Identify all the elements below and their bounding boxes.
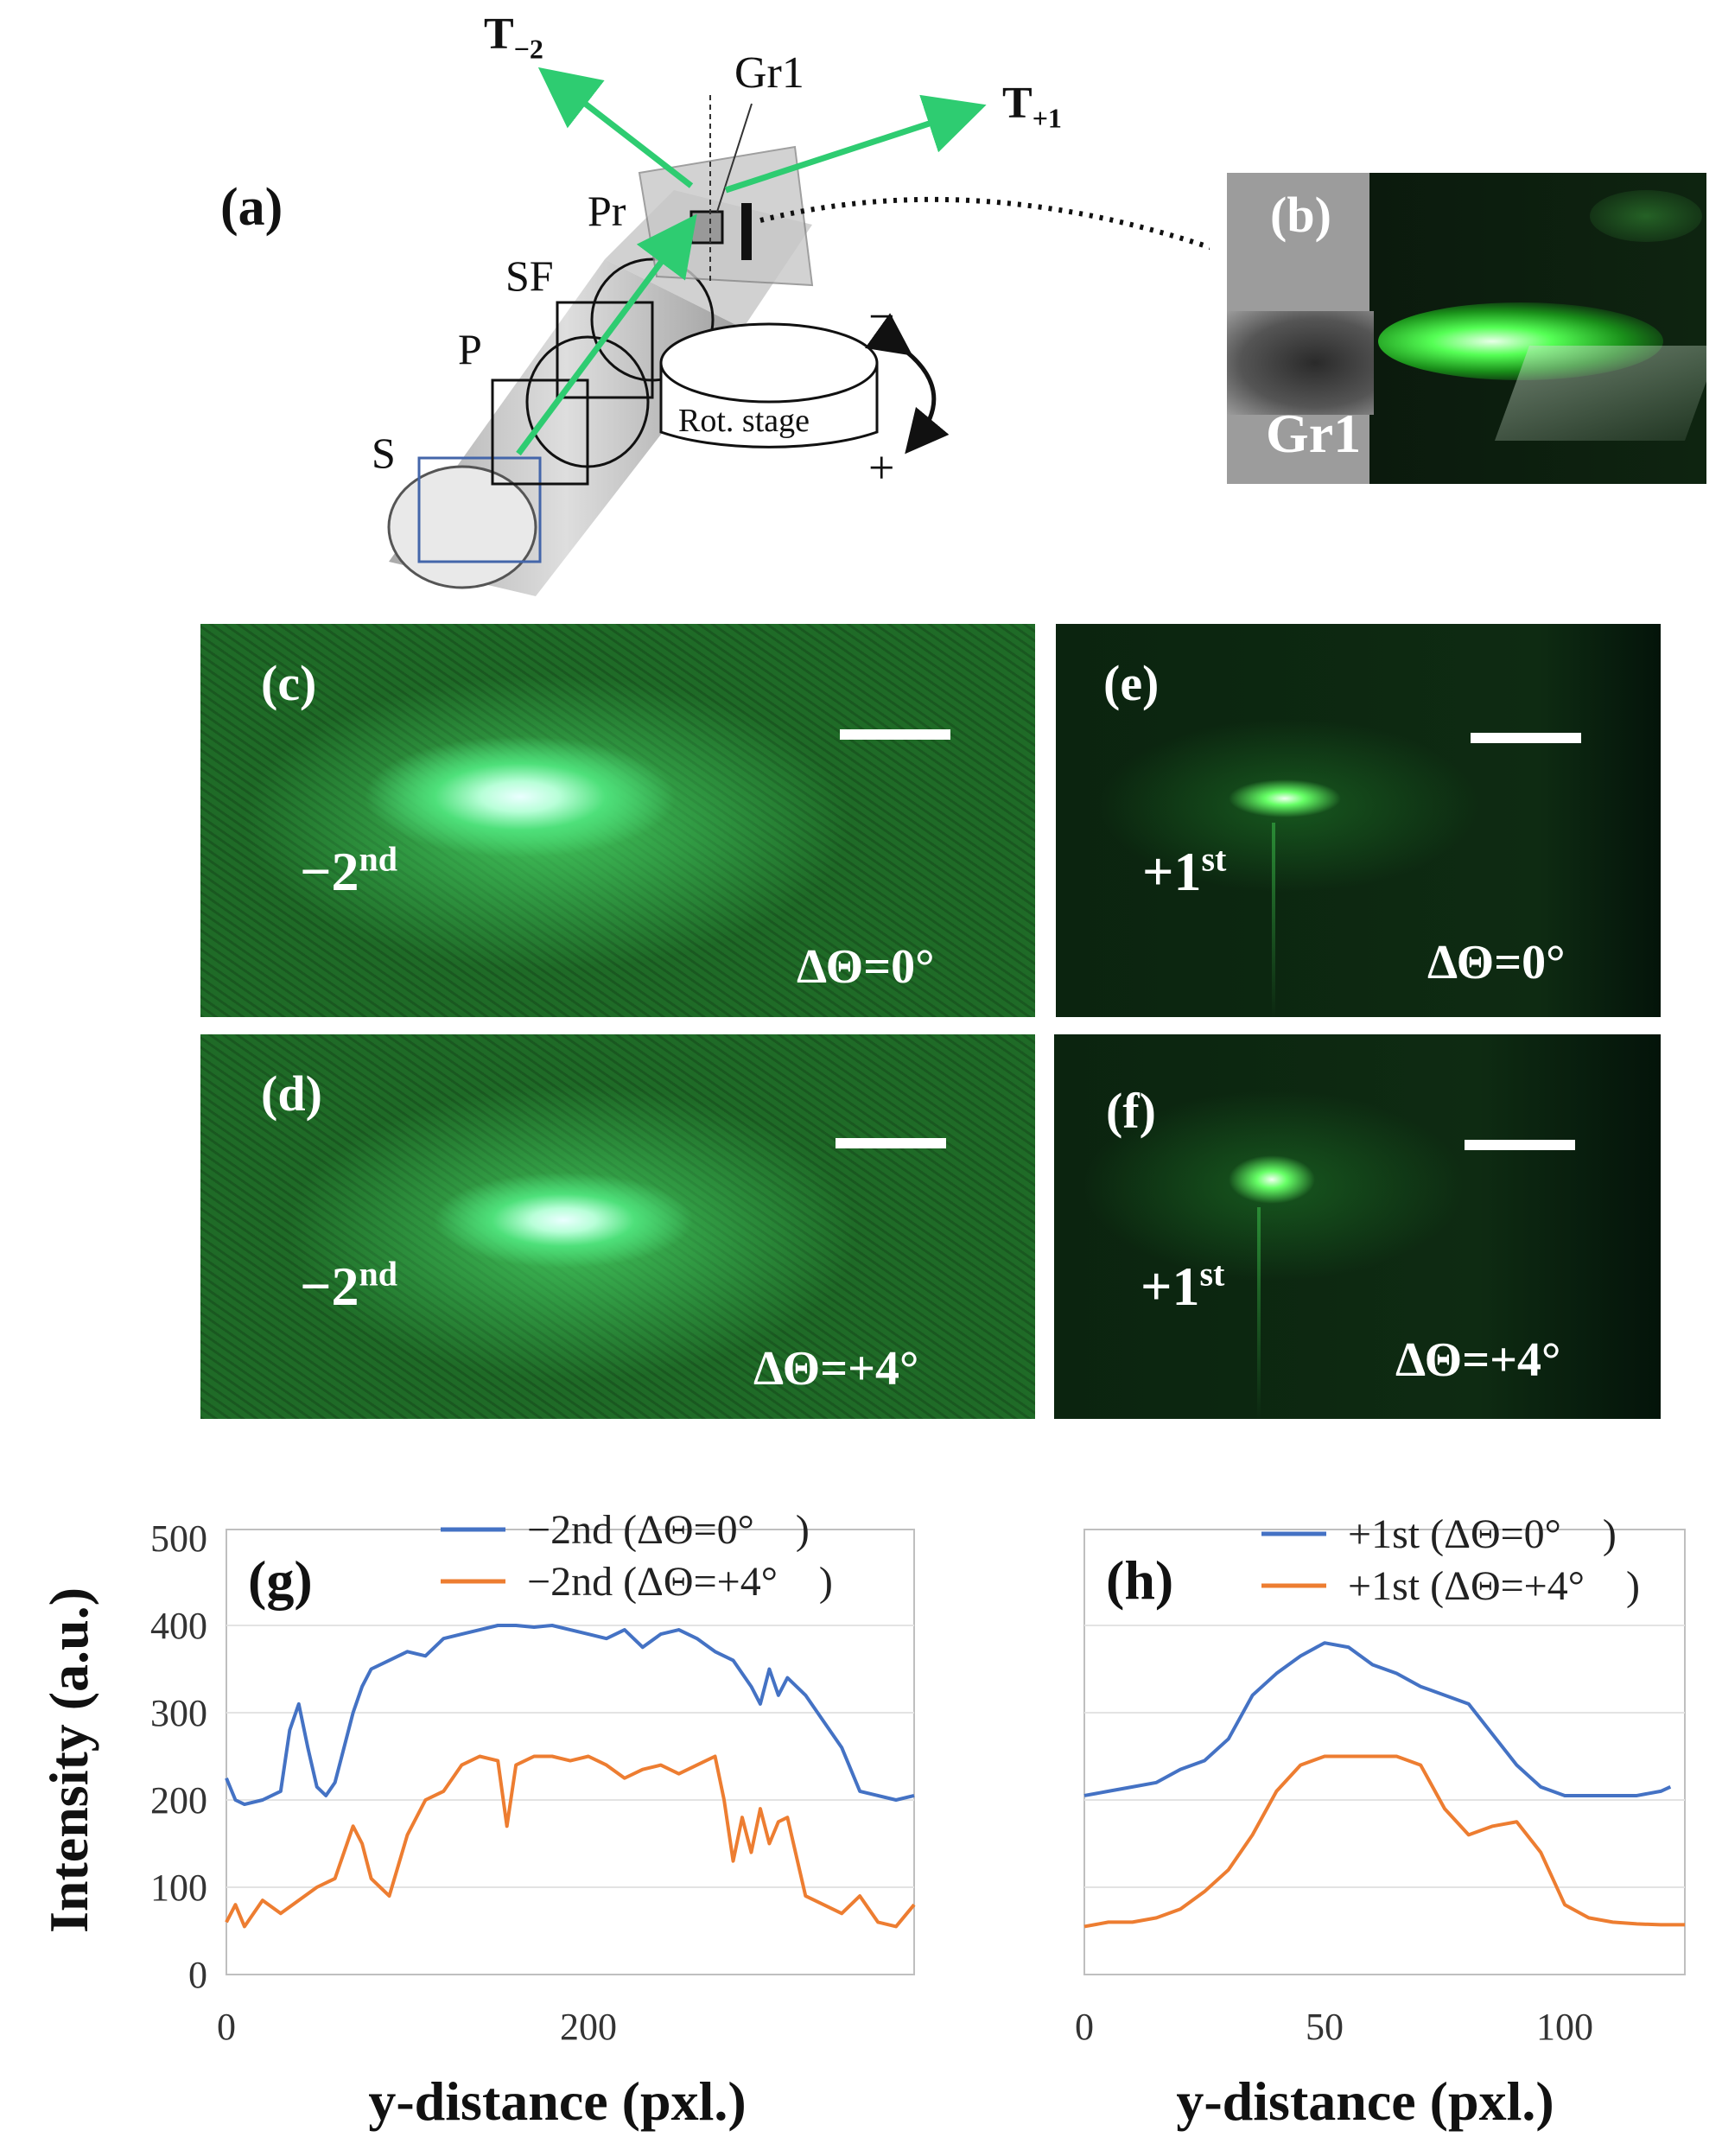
series-line-g-1: [225, 1624, 915, 1807]
y-tick-label: 500: [150, 1517, 207, 1560]
panel-label-h: (h): [1106, 1549, 1173, 1611]
panel-label-e: (e): [1103, 655, 1160, 711]
legend-label-g-1: −2nd (ΔΘ=0° ): [527, 1507, 810, 1553]
angle-label-f: ΔΘ=+4°: [1395, 1333, 1561, 1387]
x-tick-label: 50: [1306, 2006, 1344, 2048]
label-sf: SF: [505, 251, 554, 300]
panel-label-g: (g): [248, 1549, 313, 1611]
beam-t-plus1: [724, 94, 987, 194]
zoom-arrow: [759, 196, 1384, 321]
rotation-stage: [659, 313, 950, 455]
label-rot-stage: Rot. stage: [678, 403, 810, 439]
label-gr1: Gr1: [734, 48, 804, 98]
photo-f: (f) +1st ΔΘ=+4°: [1054, 1034, 1661, 1419]
legend-label-h-1: +1st (ΔΘ=0° ): [1348, 1511, 1617, 1557]
photo-d: (d) −2nd ΔΘ=+4°: [200, 1034, 1035, 1419]
angle-label-c: ΔΘ=0°: [797, 940, 935, 994]
y-tick-label: 400: [150, 1605, 207, 1647]
incident-beam: [516, 213, 697, 456]
label-p: P: [458, 325, 482, 373]
order-label-e: +1st: [1142, 839, 1227, 902]
y-axis-title-g: Intensity (a.u.): [38, 1587, 99, 1934]
x-axis-title-h: y-distance (pxl.): [1176, 2070, 1554, 2132]
order-label-d: −2nd: [300, 1254, 397, 1317]
label-s: S: [372, 429, 396, 477]
beam-label-t-minus2: T−2: [484, 10, 543, 65]
panel-label-d: (d): [261, 1065, 322, 1122]
x-tick-label: 0: [1075, 2006, 1094, 2048]
beam-label-t-plus1: T+1: [1002, 79, 1062, 134]
scale-bar-f: [1465, 1140, 1575, 1150]
angle-label-e: ΔΘ=0°: [1427, 936, 1566, 989]
angle-label-d: ΔΘ=+4°: [753, 1342, 919, 1396]
y-tick-label: 300: [150, 1692, 207, 1734]
panel-b-photo: (b) Gr1: [1227, 173, 1706, 484]
plot-frame-g: [226, 1529, 915, 1975]
series-line-h-1: [1083, 1641, 1672, 1797]
photo-e: (e) +1st ΔΘ=0°: [1056, 624, 1661, 1017]
setup-schematic: [387, 67, 1384, 596]
beam-t-minus2: [537, 67, 694, 188]
scale-bar-c: [840, 729, 950, 740]
legend-label-h-2: +1st (ΔΘ=+4° ): [1348, 1563, 1640, 1609]
x-tick-label: 200: [560, 2006, 617, 2048]
legend-label-g-2: −2nd (ΔΘ=+4° ): [527, 1559, 833, 1605]
s-filter: [417, 456, 542, 563]
x-tick-label: 0: [217, 2006, 236, 2048]
panel-a: (a) T−2 T+1 Gr1 Pr SF P S Rot. stage − +: [0, 0, 1384, 605]
panel-label-c: (c): [261, 655, 317, 711]
panel-label-b: (b): [1270, 187, 1331, 243]
label-minus: −: [868, 290, 895, 342]
scale-bar-e: [1471, 733, 1581, 743]
series-line-g-2: [225, 1754, 916, 1929]
plot-frame-h: [1083, 1529, 1686, 1975]
panel-label-a: (a): [220, 178, 283, 237]
series-line-h-2: [1083, 1754, 1685, 1929]
order-label-c: −2nd: [300, 839, 397, 902]
y-tick-label: 200: [150, 1779, 207, 1822]
scale-bar-d: [836, 1138, 946, 1148]
grating-gr1: [689, 210, 724, 245]
panel-label-f: (f): [1106, 1083, 1156, 1139]
label-pr: Pr: [588, 187, 626, 235]
y-tick-label: 0: [188, 1954, 207, 1996]
label-plus: +: [868, 442, 895, 493]
label-gr1-photo: Gr1: [1266, 403, 1362, 464]
p-polarizer: [491, 378, 589, 486]
x-tick-label: 100: [1536, 2006, 1593, 2048]
sf-filter: [556, 301, 654, 399]
y-tick-label: 100: [150, 1867, 207, 1909]
x-axis-title-g: y-distance (pxl.): [368, 2070, 747, 2132]
photo-c: (c) −2nd ΔΘ=0°: [200, 624, 1035, 1017]
order-label-f: +1st: [1141, 1254, 1225, 1317]
